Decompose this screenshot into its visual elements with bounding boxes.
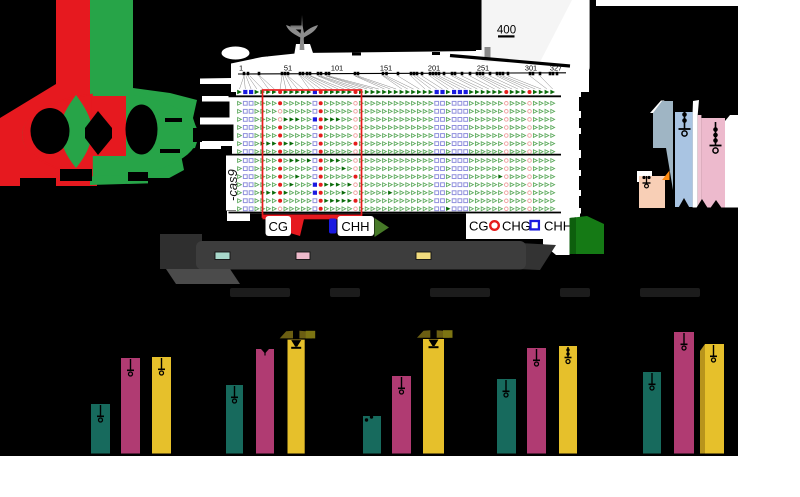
svg-text:1: 1 <box>239 64 243 73</box>
svg-text:301: 301 <box>525 64 537 73</box>
svg-text:CHG: CHG <box>502 219 531 234</box>
svg-text:101: 101 <box>331 64 343 73</box>
svg-text:-cas9: -cas9 <box>225 169 240 201</box>
svg-text:CHH: CHH <box>341 219 369 234</box>
svg-text:327: 327 <box>550 64 562 73</box>
svg-text:CHH: CHH <box>544 219 572 234</box>
svg-text:151: 151 <box>380 64 392 73</box>
svg-text:CG: CG <box>469 219 489 234</box>
svg-text:51: 51 <box>284 64 292 73</box>
svg-text:400: 400 <box>497 25 516 37</box>
svg-text:251: 251 <box>477 64 489 73</box>
svg-text:201: 201 <box>428 64 440 73</box>
svg-text:CG: CG <box>268 219 288 234</box>
